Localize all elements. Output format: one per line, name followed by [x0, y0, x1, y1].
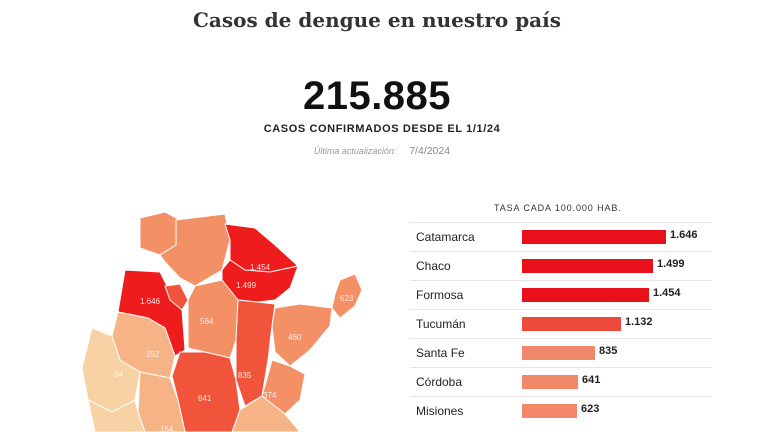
- last-update-label: Última actualización:: [313, 146, 397, 156]
- bar-row: Formosa 1.454: [410, 280, 712, 309]
- bar-category-label: Formosa: [416, 288, 464, 302]
- map-label-santa-fe: 835: [238, 371, 252, 380]
- rate-header: TASA CADA 100.000 HAB.: [494, 203, 622, 213]
- total-cases-caption: CASOS CONFIRMADOS DESDE EL 1/1/24: [263, 123, 501, 135]
- page-title: Casos de dengue en nuestro país: [192, 8, 561, 32]
- last-update-date: 7/4/2024: [409, 145, 451, 157]
- bar-row: Tucumán 1.132: [410, 309, 712, 338]
- bar-category-label: Misiones: [416, 404, 464, 418]
- map-label-formosa: 1.454: [250, 263, 271, 272]
- total-cases-number: 215.885: [302, 74, 452, 118]
- bar-category-label: Catamarca: [416, 230, 475, 244]
- bar: [522, 230, 666, 244]
- bar-category-label: Tucumán: [416, 317, 466, 331]
- bar-value-label: 1.454: [653, 287, 681, 299]
- bar: [522, 404, 577, 418]
- bar-row: Chaco 1.499: [410, 251, 712, 280]
- bar: [522, 288, 649, 302]
- map-region-corrientes[interactable]: [271, 303, 333, 367]
- bar-category-label: Córdoba: [416, 375, 463, 389]
- map-label-santiago: 564: [200, 317, 214, 326]
- bar-value-label: 1.132: [625, 316, 653, 328]
- map-label-entre-rios: 374: [263, 391, 277, 400]
- argentina-map: 1.454 1.499 1.646 623 564 460 252 835 64…: [0, 200, 400, 432]
- bar-value-label: 623: [581, 403, 600, 415]
- last-update: Última actualización: 7/4/2024: [0, 145, 764, 157]
- rate-bar-chart: Catamarca 1.646 Chaco 1.499 Formosa 1.454 Tucu…: [410, 222, 712, 425]
- map-label-san-luis: 154: [160, 425, 174, 432]
- map-label-corrientes: 460: [288, 333, 302, 342]
- map-region-buenos-aires[interactable]: [231, 395, 301, 432]
- bar-value-label: 835: [599, 345, 618, 357]
- map-label-cordoba: 641: [198, 394, 212, 403]
- bar-row: Córdoba 641: [410, 367, 712, 396]
- map-label-chaco: 1.499: [236, 281, 257, 290]
- map-label-misiones: 623: [340, 294, 354, 303]
- map-label-la-rioja: 252: [146, 350, 160, 359]
- bar-row: Catamarca 1.646: [410, 222, 712, 251]
- bar: [522, 346, 595, 360]
- bar-value-label: 1.499: [657, 258, 685, 270]
- bar-row: Santa Fe 835: [410, 338, 712, 367]
- map-region-mendoza[interactable]: [87, 399, 146, 432]
- bar-row: Misiones 623: [410, 396, 712, 425]
- bar-value-label: 1.646: [670, 229, 698, 241]
- map-region-misiones[interactable]: [331, 273, 363, 319]
- map-region-tucuman[interactable]: [164, 283, 189, 311]
- map-label-catamarca: 1.646: [140, 297, 161, 306]
- map-label-san-juan: 64: [114, 370, 123, 379]
- bar-value-label: 641: [582, 374, 601, 386]
- bar: [522, 259, 653, 273]
- bar: [522, 317, 621, 331]
- bar-category-label: Chaco: [416, 259, 451, 273]
- map-svg: 1.454 1.499 1.646 623 564 460 252 835 64…: [81, 211, 363, 432]
- bar: [522, 375, 578, 389]
- bar-category-label: Santa Fe: [416, 346, 465, 360]
